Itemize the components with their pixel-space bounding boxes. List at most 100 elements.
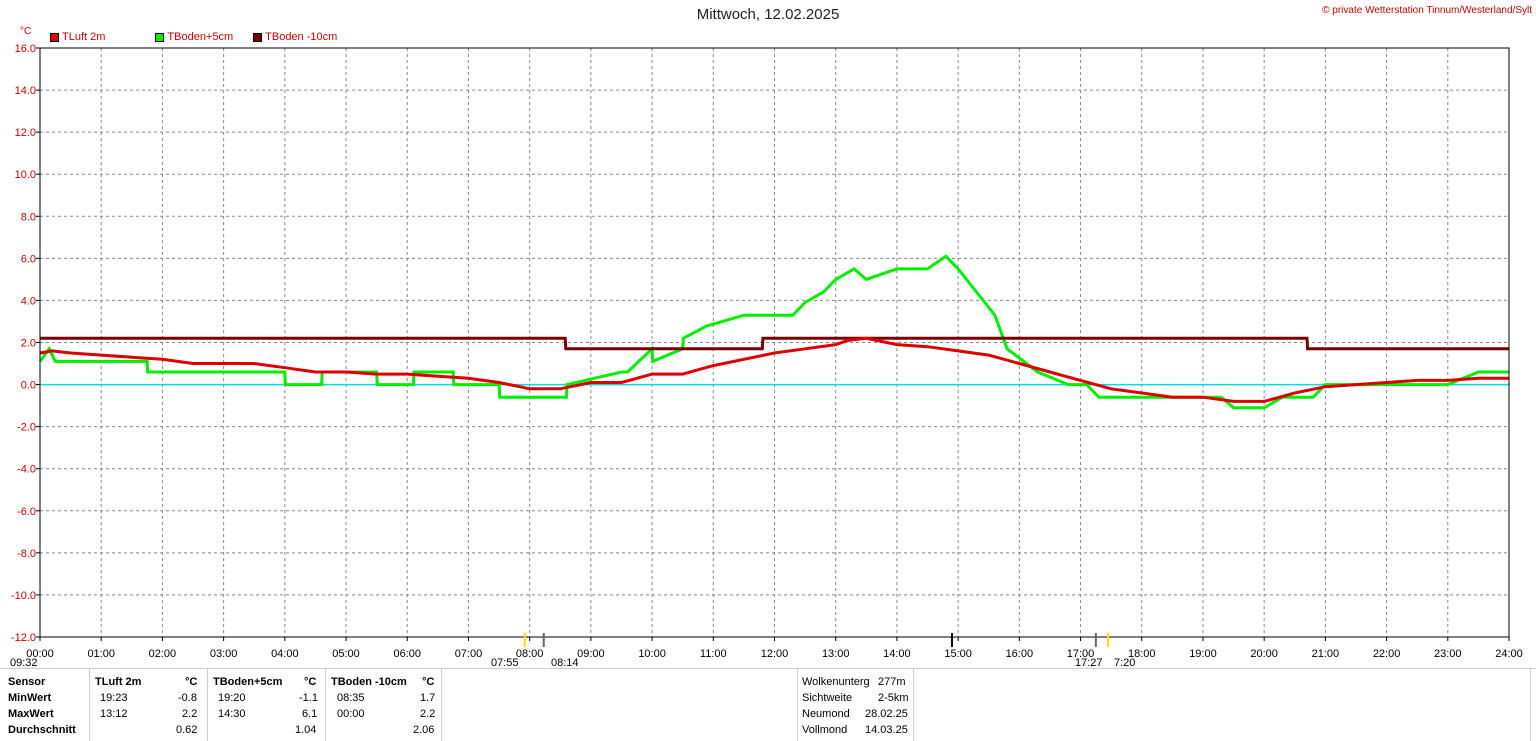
table-header-tboden5: TBoden+5cm <box>213 676 283 688</box>
legend-label: TBoden+5cm <box>167 31 234 43</box>
table-column-divider <box>325 669 326 741</box>
y-tick-label: -10.0 <box>11 590 36 602</box>
y-tick-label: -12.0 <box>11 632 36 644</box>
legend-label: TLuft 2m <box>62 31 106 43</box>
min-value-tboden5: -1.1 <box>299 692 318 704</box>
y-tick-label: 4.0 <box>21 295 36 307</box>
info-label-visibility: Sichtweite <box>802 692 853 704</box>
x-tick-label: 01:00 <box>87 648 115 660</box>
x-tick-label: 18:00 <box>1128 648 1156 660</box>
series-line-tluft-2m <box>39 336 1509 403</box>
sunrise-time-2: 08:14 <box>551 657 579 669</box>
x-tick-label: 03:00 <box>210 648 238 660</box>
x-tick-label: 15:00 <box>944 648 972 660</box>
legend-label: TBoden -10cm <box>265 31 338 43</box>
y-tick-label: -4.0 <box>17 464 36 476</box>
y-tick-label: -8.0 <box>17 548 36 560</box>
table-right-divider <box>1530 669 1531 741</box>
min-time-tluft: 19:23 <box>100 692 128 704</box>
row-label-max: MaxWert <box>8 708 54 720</box>
sun-markers <box>523 633 1110 647</box>
row-label-avg: Durchschnitt <box>8 724 76 736</box>
chart-grid <box>36 47 1510 641</box>
table-header-tluft: TLuft 2m <box>95 676 142 688</box>
series-line-tboden-10cm <box>40 336 1509 351</box>
max-time-tluft: 13:12 <box>100 708 128 720</box>
info-value-fullmoon: 14.03.25 <box>865 724 908 736</box>
info-column-divider <box>797 669 798 741</box>
table-column-divider <box>441 669 442 741</box>
x-tick-labels: 00:00 01:00 02:00 03:00 04:00 05:00 06:00 07:00… <box>26 648 1523 660</box>
y-tick-label: 14.0 <box>15 85 36 97</box>
y-tick-label: 6.0 <box>21 253 36 265</box>
avg-value-tluft: 0.62 <box>176 724 198 736</box>
avg-value-tboden5: 1.04 <box>295 724 317 736</box>
row-label-min: MinWert <box>8 692 52 704</box>
x-tick-label: 08:00 <box>516 648 544 660</box>
min-value-tluft: -0.8 <box>178 692 197 704</box>
x-tick-label: 17:00 <box>1067 648 1095 660</box>
legend-item: TBoden -10cm <box>253 31 337 43</box>
table-header-unit: °C <box>422 676 435 688</box>
x-tick-label: 07:00 <box>455 648 483 660</box>
max-value-tboden5: 6.1 <box>302 708 318 720</box>
max-time-tboden10: 00:00 <box>337 708 365 720</box>
x-tick-label: 09:00 <box>577 648 605 660</box>
x-tick-label: 21:00 <box>1312 648 1340 660</box>
table-header-unit: °C <box>304 676 317 688</box>
x-tick-label: 11:00 <box>700 648 727 660</box>
x-tick-label: 13:00 <box>822 648 850 660</box>
min-time-tboden5: 19:20 <box>218 692 246 704</box>
chart-title: Mittwoch, 12.02.2025 <box>696 6 840 23</box>
info-value-newmoon: 28.02.25 <box>865 708 908 720</box>
copyright-text: © private Wetterstation Tinnum/Westerlan… <box>1322 5 1532 16</box>
x-tick-label: 19:00 <box>1189 648 1217 660</box>
info-value-visibility: 2-5km <box>878 692 909 704</box>
table-column-divider <box>207 669 208 741</box>
x-tick-label: 23:00 <box>1434 648 1462 660</box>
y-tick-label: 12.0 <box>15 127 36 139</box>
min-time-tboden10: 08:35 <box>337 692 365 704</box>
sunset-time-2: 7:20 <box>1114 657 1136 669</box>
info-label-clouds: Wolkenunterg <box>802 676 870 688</box>
legend-item: TLuft 2m <box>50 31 105 43</box>
max-value-tboden10: 2.2 <box>420 708 436 720</box>
x-tick-label: 12:00 <box>761 648 789 660</box>
x-tick-label: 05:00 <box>332 648 360 660</box>
table-header-sensor: Sensor <box>8 676 46 688</box>
table-header-tboden10: TBoden -10cm <box>331 676 407 688</box>
x-tick-label: 10:00 <box>638 648 666 660</box>
x-tick-label: 24:00 <box>1495 648 1523 660</box>
daylight-duration: 09:32 <box>10 657 38 669</box>
y-tick-label: 0.0 <box>21 380 36 392</box>
x-tick-label: 06:00 <box>393 648 421 660</box>
info-value-clouds: 277m <box>878 676 906 688</box>
legend-swatch <box>50 32 59 42</box>
x-tick-label: 00:00 <box>26 648 54 660</box>
sunset-time: 17:27 <box>1075 657 1103 669</box>
y-tick-label: 8.0 <box>21 211 36 223</box>
y-tick-label: 2.0 <box>21 338 36 350</box>
x-tick-label: 02:00 <box>149 648 177 660</box>
y-tick-label: -6.0 <box>17 506 36 518</box>
y-unit-label: °C <box>20 26 32 37</box>
info-label-fullmoon: Vollmond <box>802 724 848 736</box>
max-time-tboden5: 14:30 <box>218 708 246 720</box>
table-header-unit: °C <box>185 676 198 688</box>
avg-value-tboden10: 2.06 <box>413 724 435 736</box>
x-tick-label: 22:00 <box>1373 648 1401 660</box>
y-tick-label: -2.0 <box>17 422 36 434</box>
x-tick-label: 14:00 <box>883 648 911 660</box>
x-tick-label: 20:00 <box>1250 648 1278 660</box>
table-divider <box>0 668 1536 669</box>
max-value-tluft: 2.2 <box>182 708 198 720</box>
x-tick-label: 04:00 <box>271 648 299 660</box>
sunrise-time: 07:55 <box>491 657 519 669</box>
x-tick-label: 16:00 <box>1006 648 1034 660</box>
y-tick-labels: 16.0 14.0 12.0 10.0 8.0 6.0 4.0 2.0 0.0 -2.0 -4.0 -… <box>11 43 36 644</box>
chart-series <box>38 254 1509 410</box>
table-column-divider <box>89 669 90 741</box>
info-label-newmoon: Neumond <box>802 708 850 720</box>
legend-swatch <box>155 32 165 42</box>
legend: TLuft 2m TBoden+5cm TBoden -10cm <box>50 31 337 43</box>
